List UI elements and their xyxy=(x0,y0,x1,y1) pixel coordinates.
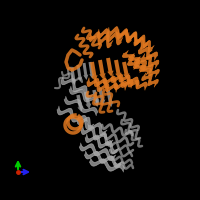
FancyArrow shape xyxy=(90,62,98,82)
FancyArrow shape xyxy=(89,62,94,79)
FancyArrow shape xyxy=(84,92,91,109)
Polygon shape xyxy=(119,74,139,88)
Polygon shape xyxy=(57,106,94,129)
Polygon shape xyxy=(69,86,99,105)
FancyArrow shape xyxy=(114,60,122,79)
Polygon shape xyxy=(79,143,116,161)
Polygon shape xyxy=(143,63,159,77)
FancyArrow shape xyxy=(106,58,114,77)
Polygon shape xyxy=(97,29,123,45)
FancyArrow shape xyxy=(83,63,88,80)
FancyArrow shape xyxy=(76,95,83,112)
Polygon shape xyxy=(87,78,109,92)
Polygon shape xyxy=(85,134,119,154)
FancyArrow shape xyxy=(71,68,76,85)
FancyArrow shape xyxy=(106,90,113,107)
FancyArrow shape xyxy=(77,65,82,82)
Polygon shape xyxy=(141,54,159,68)
Polygon shape xyxy=(117,29,141,45)
Polygon shape xyxy=(139,46,157,60)
Polygon shape xyxy=(134,57,152,75)
FancyArrow shape xyxy=(92,90,99,107)
FancyArrow shape xyxy=(122,62,130,79)
Polygon shape xyxy=(61,76,93,99)
FancyArrow shape xyxy=(98,88,105,105)
Polygon shape xyxy=(134,37,154,52)
Polygon shape xyxy=(81,126,113,146)
Polygon shape xyxy=(111,74,133,88)
Polygon shape xyxy=(77,116,107,136)
Polygon shape xyxy=(89,158,125,172)
Polygon shape xyxy=(128,54,146,72)
Polygon shape xyxy=(64,96,98,116)
Polygon shape xyxy=(127,76,147,90)
FancyArrow shape xyxy=(98,60,106,80)
Polygon shape xyxy=(89,32,113,48)
Polygon shape xyxy=(122,51,140,69)
Polygon shape xyxy=(142,73,158,87)
Polygon shape xyxy=(94,78,118,92)
Polygon shape xyxy=(103,76,127,90)
Polygon shape xyxy=(84,151,122,168)
Polygon shape xyxy=(127,32,149,48)
Polygon shape xyxy=(107,27,133,43)
